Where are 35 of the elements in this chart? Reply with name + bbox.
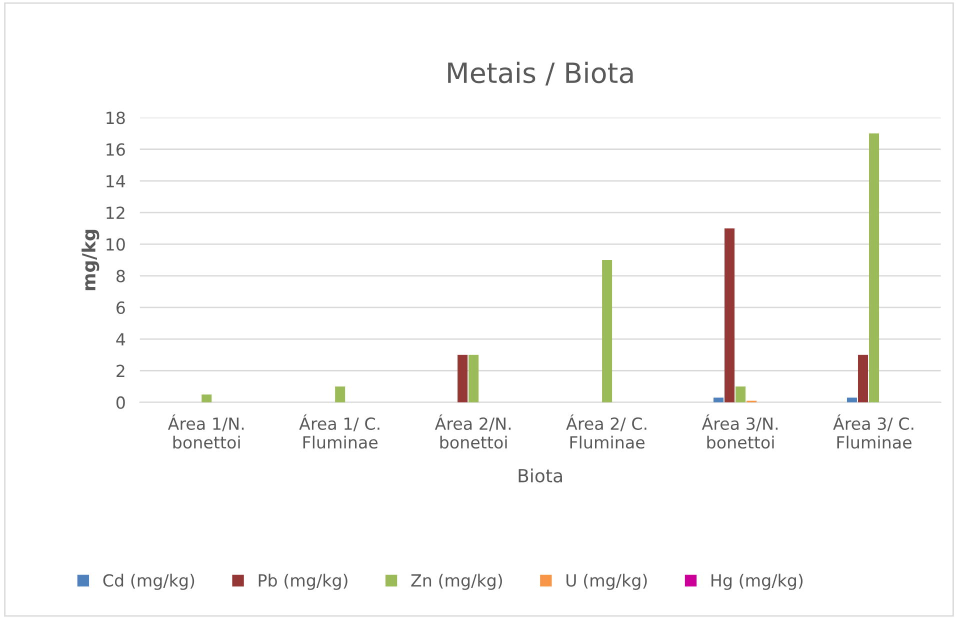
bar [869, 133, 880, 402]
bar [335, 386, 346, 402]
x-tick-label: Área 3/ C. Fluminae [833, 414, 914, 449]
bar [468, 354, 479, 402]
x-tick-label: Área 1/ C. Fluminae [299, 414, 380, 449]
y-tick-label: 10 [106, 238, 125, 251]
y-tick-label: 12 [106, 206, 124, 219]
legend-label: Zn (mg/kg) [411, 574, 502, 590]
x-axis-title: Biota [518, 468, 562, 483]
bar [846, 398, 857, 402]
bar [736, 386, 746, 402]
chart-title: Metais / Biota [448, 62, 633, 86]
y-tick-label: 16 [106, 143, 125, 156]
y-axis-title: mg/kg [82, 230, 100, 290]
x-tick-label: Área 3/N. bonettoi [702, 414, 778, 449]
bar [724, 228, 735, 402]
bar [602, 260, 612, 402]
legend-label: Hg (mg/kg) [712, 574, 803, 590]
legend-label: U (mg/kg) [566, 574, 647, 590]
bar [858, 354, 868, 402]
y-tick-label: 6 [116, 301, 125, 314]
y-tick-label: 8 [116, 270, 125, 282]
y-tick-label: 0 [116, 396, 125, 409]
legend-label: Cd (mg/kg) [103, 574, 194, 590]
y-tick-label: 2 [116, 364, 124, 378]
y-tick-label: 4 [116, 333, 126, 346]
x-tick-label: Área 2/N. bonettoi [434, 414, 511, 449]
bar [202, 394, 212, 402]
y-tick-label: 14 [106, 175, 126, 188]
x-tick-label: Área 1/N. bonettoi [168, 414, 244, 449]
bar [714, 398, 724, 402]
legend-label: Pb (mg/kg) [258, 574, 348, 590]
bar [458, 354, 468, 402]
y-tick-label: 18 [106, 112, 125, 124]
x-tick-label: Área 2/ C. Fluminae [566, 414, 646, 449]
